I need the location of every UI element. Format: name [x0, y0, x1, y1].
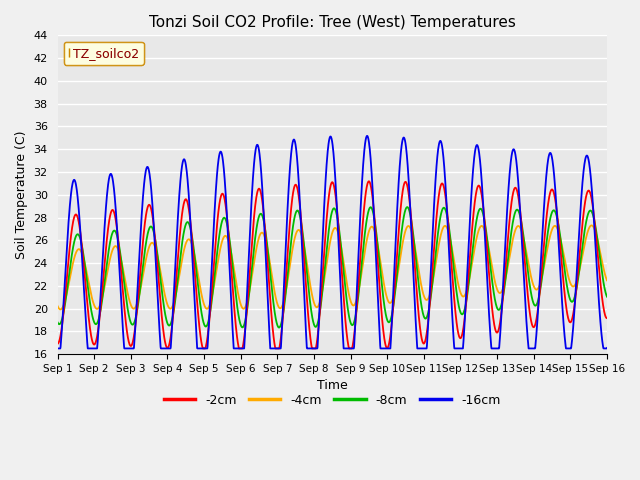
X-axis label: Time: Time: [317, 379, 348, 393]
Y-axis label: Soil Temperature (C): Soil Temperature (C): [15, 131, 28, 259]
Title: Tonzi Soil CO2 Profile: Tree (West) Temperatures: Tonzi Soil CO2 Profile: Tree (West) Temp…: [148, 15, 516, 30]
Legend: -2cm, -4cm, -8cm, -16cm: -2cm, -4cm, -8cm, -16cm: [159, 389, 506, 412]
